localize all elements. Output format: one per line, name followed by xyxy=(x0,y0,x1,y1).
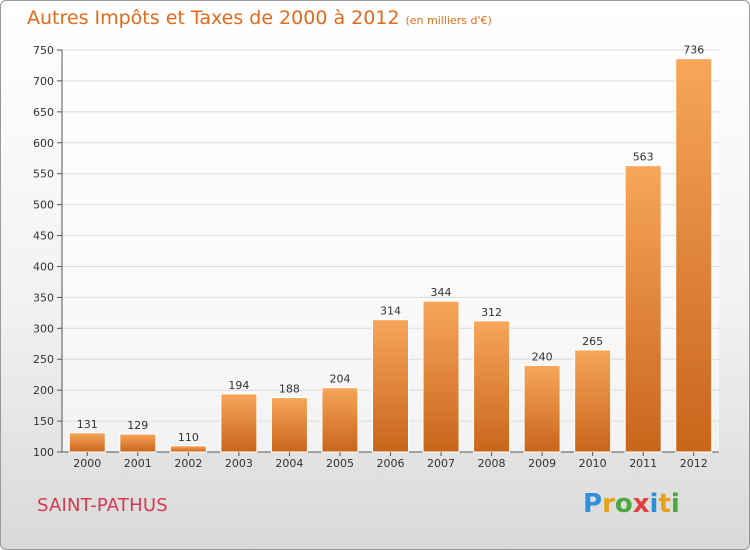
x-tick-label: 2004 xyxy=(275,457,303,470)
chart-title: Autres Impôts et Taxes de 2000 à 2012 (en… xyxy=(27,7,492,29)
x-tick-label: 2001 xyxy=(124,457,152,470)
logo-letter: i xyxy=(649,489,659,519)
x-tick-label: 2012 xyxy=(680,457,708,470)
bar xyxy=(473,320,511,453)
y-tick-label: 100 xyxy=(33,446,54,459)
bar xyxy=(624,165,662,453)
logo-letter: i xyxy=(670,489,680,519)
x-tick-label: 2002 xyxy=(174,457,202,470)
logo-letter: P xyxy=(583,489,603,519)
bar-value-label: 110 xyxy=(178,431,199,444)
x-tick-label: 2008 xyxy=(478,457,506,470)
x-tick-label: 2010 xyxy=(579,457,607,470)
y-tick-label: 550 xyxy=(33,168,54,181)
y-tick-label: 650 xyxy=(33,106,54,119)
bar xyxy=(574,349,612,453)
title-unit: (en milliers d'€) xyxy=(405,14,492,27)
x-tick-label: 2006 xyxy=(377,457,405,470)
y-tick-label: 300 xyxy=(33,322,54,335)
bar xyxy=(523,364,561,453)
bar-value-label: 240 xyxy=(532,350,553,363)
y-tick-label: 600 xyxy=(33,137,54,150)
bar xyxy=(321,387,359,453)
logo-letter: r xyxy=(602,489,615,519)
bar xyxy=(372,319,409,453)
bar-value-label: 188 xyxy=(279,383,300,396)
y-tick-label: 150 xyxy=(33,415,54,428)
logo-letter: x xyxy=(632,489,650,519)
bar xyxy=(119,433,157,453)
bar-value-label: 736 xyxy=(683,44,704,57)
bar-value-label: 129 xyxy=(127,419,148,432)
x-tick-label: 2003 xyxy=(225,457,253,470)
y-tick-label: 750 xyxy=(33,44,54,57)
bar-value-label: 194 xyxy=(228,379,249,392)
y-tick-label: 350 xyxy=(33,291,54,304)
y-tick-label: 200 xyxy=(33,384,54,397)
x-tick-label: 2011 xyxy=(629,457,657,470)
bar-value-label: 131 xyxy=(77,418,98,431)
bar-value-label: 265 xyxy=(582,335,603,348)
x-tick-label: 2005 xyxy=(326,457,354,470)
bar-value-label: 204 xyxy=(329,373,350,386)
city-name: SAINT-PATHUS xyxy=(37,495,168,516)
bar xyxy=(169,445,207,453)
bar xyxy=(68,432,106,453)
y-tick-label: 700 xyxy=(33,75,54,88)
y-tick-label: 450 xyxy=(33,230,54,243)
proxiti-logo: Proxiti xyxy=(583,489,680,519)
bar-value-label: 312 xyxy=(481,306,502,319)
bar-value-label: 344 xyxy=(431,286,452,299)
bar xyxy=(422,300,460,453)
y-tick-label: 500 xyxy=(33,199,54,212)
bar xyxy=(270,397,308,453)
y-tick-label: 250 xyxy=(33,353,54,366)
bar-value-label: 563 xyxy=(633,151,654,164)
x-tick-label: 2009 xyxy=(528,457,556,470)
logo-letter: t xyxy=(658,489,671,519)
x-tick-label: 2000 xyxy=(73,457,101,470)
title-text: Autres Impôts et Taxes de 2000 à 2012 xyxy=(27,7,400,29)
logo-letter: o xyxy=(614,489,633,519)
x-tick-label: 2007 xyxy=(427,457,455,470)
bar-value-label: 314 xyxy=(380,305,401,318)
bar xyxy=(675,58,713,453)
y-tick-label: 400 xyxy=(33,260,54,273)
bar xyxy=(220,393,258,453)
